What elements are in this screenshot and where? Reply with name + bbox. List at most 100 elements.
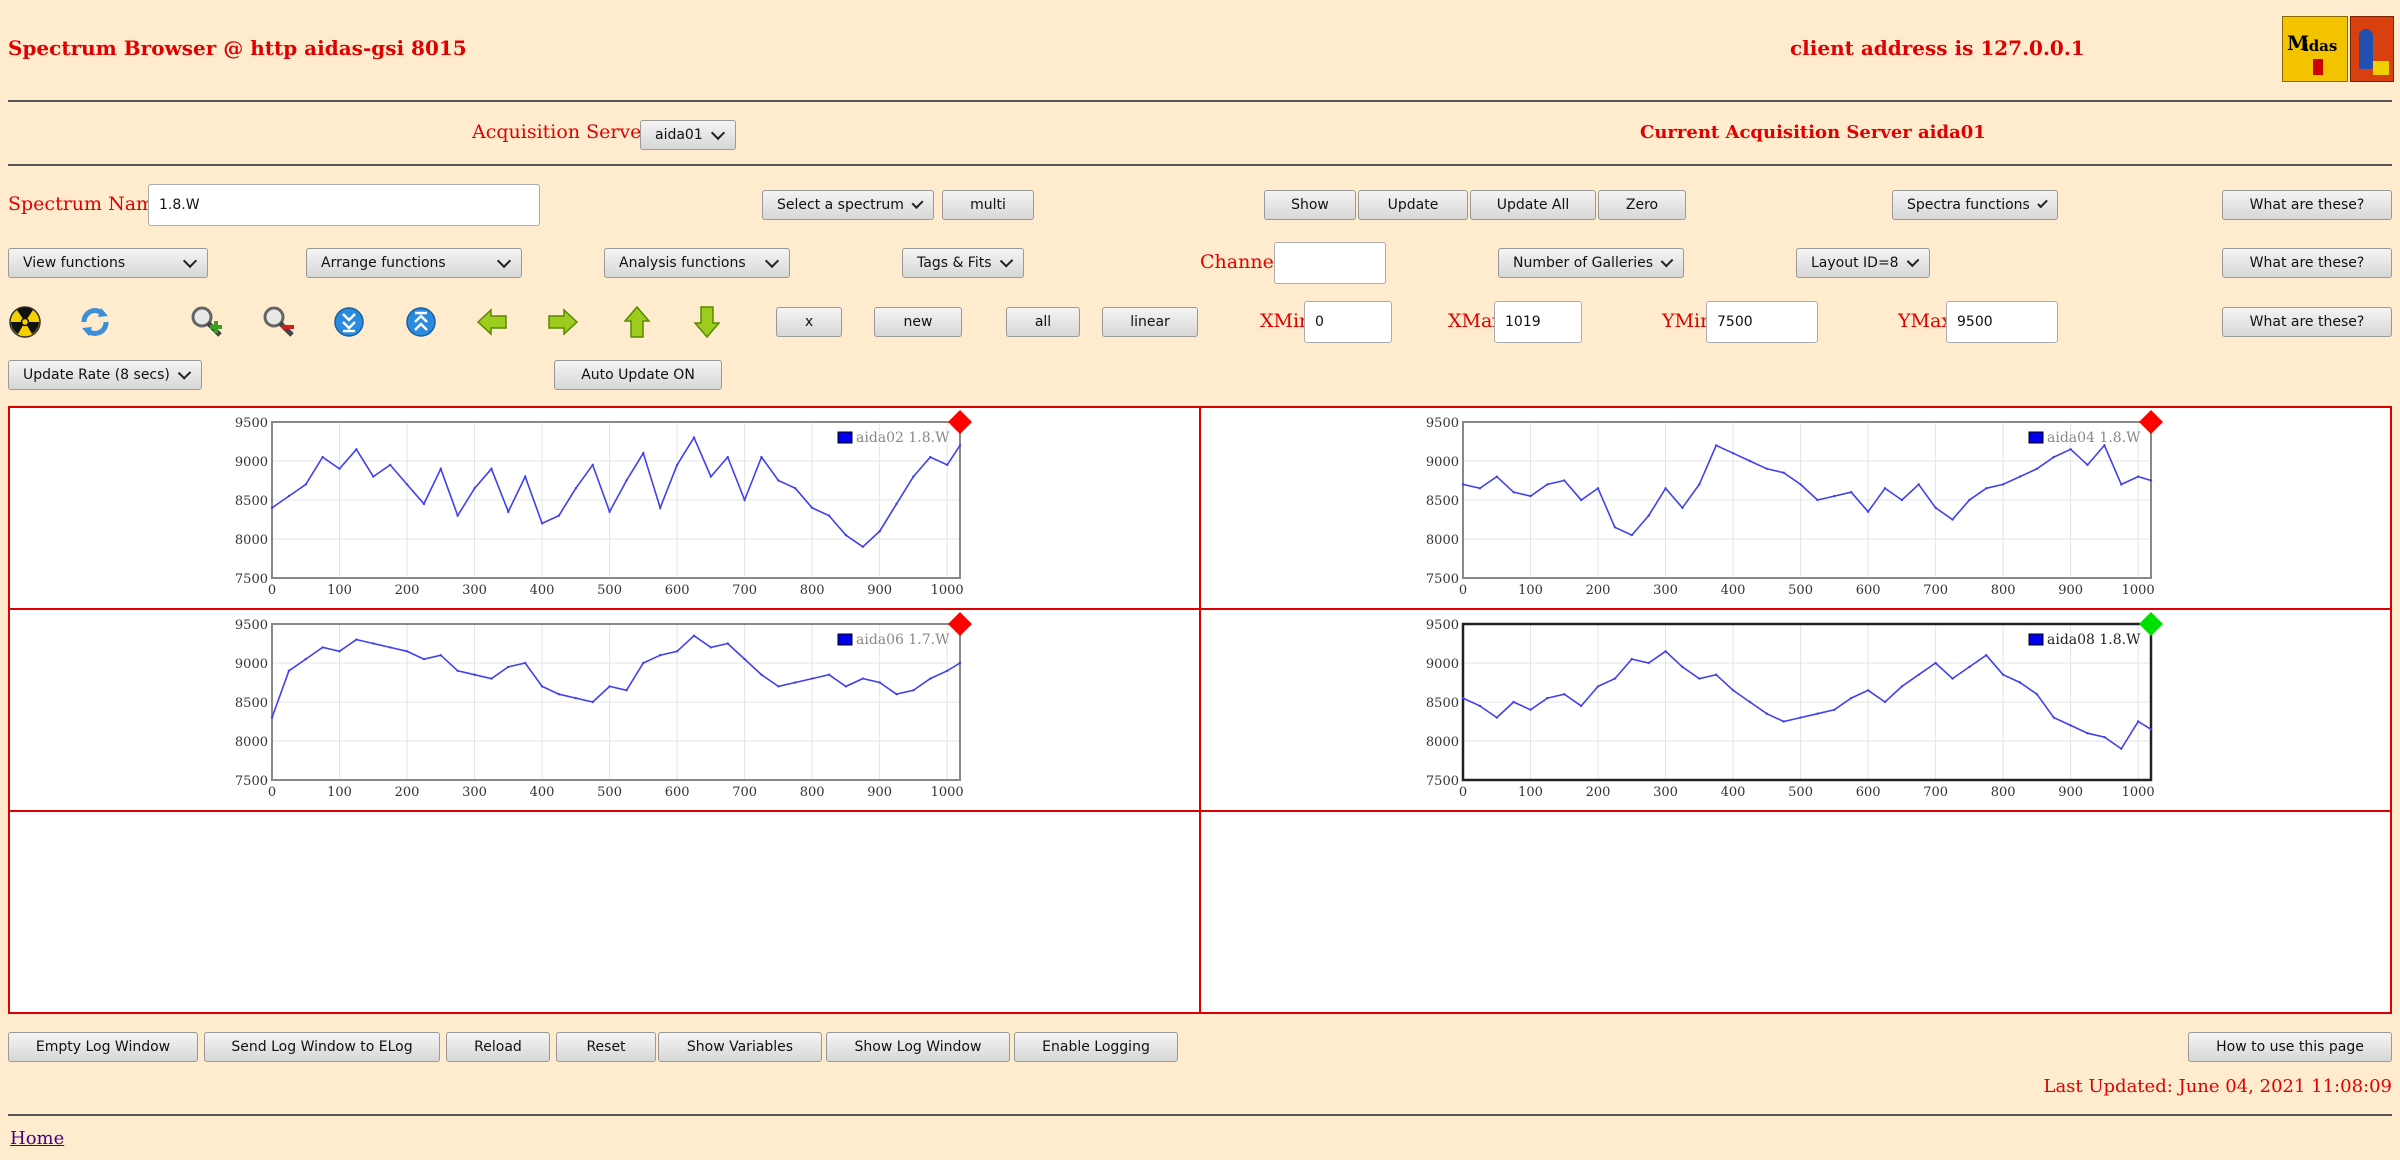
data-point	[540, 522, 544, 525]
spectrum-chart-2[interactable]: 0 100 200 300 400 500 600 700 800 900 1000 9500 9000…	[1201, 408, 2301, 608]
analysis-functions-dropdown[interactable]: Analysis functions	[604, 248, 790, 278]
xmax-input[interactable]: 1019	[1494, 301, 1582, 343]
update-all-button[interactable]: Update All	[1470, 190, 1596, 220]
data-point	[1495, 475, 1498, 478]
galleries-dropdown[interactable]: Number of Galleries	[1498, 248, 1684, 278]
acquisition-server-select[interactable]: aida01	[640, 120, 736, 150]
enable-logging-button[interactable]: Enable Logging	[1014, 1032, 1178, 1062]
data-point	[2069, 724, 2072, 727]
x-tick-label: 800	[1991, 785, 2016, 800]
data-point	[507, 510, 510, 513]
ymax-input[interactable]: 9500	[1946, 301, 2058, 343]
update-rate-dropdown[interactable]: Update Rate (8 secs)	[8, 360, 202, 390]
data-point	[388, 646, 392, 649]
gallery-cell-4[interactable]: 0 100 200 300 400 500 600 700 800 900 1000 9500 9000…	[1201, 610, 2390, 812]
data-point	[1900, 685, 1904, 688]
status-diamond-icon[interactable]	[2139, 612, 2163, 636]
data-point	[1968, 665, 1971, 669]
zoom-in-icon[interactable]	[190, 305, 224, 339]
update-button[interactable]: Update	[1358, 190, 1468, 220]
select-spectrum-label: Select a spectrum	[777, 197, 904, 213]
xmin-label: XMin	[1260, 310, 1312, 332]
triumf-logo	[2350, 16, 2394, 82]
x-button[interactable]: x	[776, 307, 842, 337]
plot-frame	[1462, 421, 2152, 579]
x-tick-label: 800	[800, 583, 825, 598]
arrow-left-icon[interactable]	[475, 305, 509, 339]
reset-button[interactable]: Reset	[556, 1032, 656, 1062]
xmin-input[interactable]: 0	[1304, 301, 1392, 343]
data-point	[692, 436, 696, 439]
select-spectrum-dropdown[interactable]: Select a spectrum	[762, 190, 934, 220]
data-point	[1596, 685, 1600, 688]
data-point	[1563, 479, 1566, 482]
help-button-2[interactable]: What are these?	[2222, 248, 2392, 278]
gallery-cell-6[interactable]	[1201, 812, 2390, 1012]
gallery-cell-3[interactable]: 0 100 200 300 400 500 600 700 800 900 1000 9500 9000…	[10, 610, 1201, 812]
empty-log-button[interactable]: Empty Log Window	[8, 1032, 198, 1062]
arrow-down-icon[interactable]	[690, 305, 724, 339]
shrink-y-icon[interactable]	[404, 305, 438, 339]
auto-update-button[interactable]: Auto Update ON	[554, 360, 722, 390]
send-log-button[interactable]: Send Log Window to ELog	[204, 1032, 440, 1062]
data-point	[912, 689, 915, 692]
ymin-input[interactable]: 7500	[1706, 301, 1818, 343]
data-point	[2001, 673, 2005, 676]
help-button-3[interactable]: What are these?	[2222, 307, 2392, 337]
status-diamond-icon[interactable]	[948, 612, 972, 636]
data-point	[2018, 681, 2022, 684]
y-tick-label: 9500	[1426, 618, 1459, 633]
show-variables-button[interactable]: Show Variables	[658, 1032, 822, 1062]
help-button-1[interactable]: What are these?	[2222, 190, 2392, 220]
data-point	[304, 483, 307, 486]
x-tick-label: 700	[732, 583, 757, 598]
home-link[interactable]: Home	[10, 1128, 65, 1149]
spectra-functions-dropdown[interactable]: Spectra functions	[1892, 190, 2058, 220]
channel-input[interactable]	[1274, 242, 1386, 284]
arrow-right-icon[interactable]	[546, 305, 580, 339]
data-point	[1968, 498, 1971, 502]
spectrum-name-input[interactable]: 1.8.W	[148, 184, 540, 226]
gallery-cell-2[interactable]: 0 100 200 300 400 500 600 700 800 900 1000 9500 9000…	[1201, 408, 2390, 610]
arrange-functions-dropdown[interactable]: Arrange functions	[306, 248, 522, 278]
refresh-icon[interactable]	[78, 305, 112, 339]
xmax-label: XMax	[1448, 310, 1504, 332]
data-point	[2149, 728, 2153, 731]
reload-button[interactable]: Reload	[446, 1032, 550, 1062]
status-diamond-icon[interactable]	[948, 410, 972, 434]
data-point	[1681, 665, 1684, 669]
how-to-button[interactable]: How to use this page	[2188, 1032, 2392, 1062]
data-point	[287, 669, 291, 672]
spectrum-chart-3[interactable]: 0 100 200 300 400 500 600 700 800 900 1000 9500 9000…	[10, 610, 1110, 810]
divider	[8, 100, 2392, 102]
spectrum-chart-1[interactable]: 0 100 200 300 400 500 600 700 800 900 1000 9500 9000…	[10, 408, 1110, 608]
x-tick-label: 700	[1923, 785, 1948, 800]
data-point	[523, 475, 527, 478]
show-button[interactable]: Show	[1264, 190, 1356, 220]
linear-button[interactable]: linear	[1102, 307, 1198, 337]
arrow-up-icon[interactable]	[620, 305, 654, 339]
tags-fits-dropdown[interactable]: Tags & Fits	[902, 248, 1024, 278]
data-point	[810, 677, 814, 680]
multi-button[interactable]: multi	[942, 190, 1034, 220]
new-button[interactable]: new	[874, 307, 962, 337]
status-diamond-icon[interactable]	[2139, 410, 2163, 434]
gallery-cell-5[interactable]	[10, 812, 1201, 1012]
show-log-button[interactable]: Show Log Window	[826, 1032, 1010, 1062]
expand-y-icon[interactable]	[332, 305, 366, 339]
data-point	[912, 475, 915, 478]
radiation-icon[interactable]	[8, 305, 42, 339]
y-tick-label: 9000	[1426, 455, 1459, 470]
data-point	[777, 685, 780, 688]
data-point	[1816, 712, 1819, 715]
zero-button[interactable]: Zero	[1598, 190, 1686, 220]
all-button[interactable]: all	[1006, 307, 1080, 337]
data-point	[422, 502, 426, 506]
zoom-out-icon[interactable]	[262, 305, 296, 339]
view-functions-dropdown[interactable]: View functions	[8, 248, 208, 278]
layout-dropdown[interactable]: Layout ID=8	[1796, 248, 1930, 278]
x-tick-label: 300	[462, 785, 487, 800]
data-point	[1478, 704, 1482, 708]
gallery-cell-1[interactable]: 0 100 200 300 400 500 600 700 800 900 1000 9500 9000…	[10, 408, 1201, 610]
spectrum-chart-4[interactable]: 0 100 200 300 400 500 600 700 800 900 1000 9500 9000…	[1201, 610, 2301, 810]
